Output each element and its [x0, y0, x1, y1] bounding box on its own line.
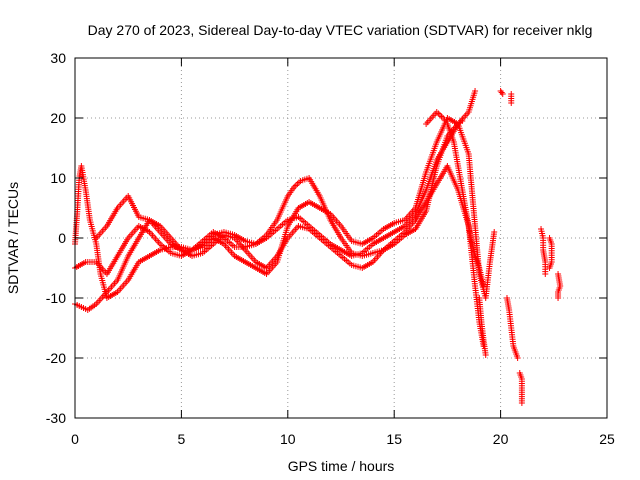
data-point	[438, 113, 445, 120]
x-tick-label: 20	[493, 431, 509, 447]
y-tick-label: -30	[46, 410, 66, 426]
series-track-12	[546, 235, 555, 271]
data-point	[514, 355, 521, 361]
data-point	[498, 89, 505, 96]
data-point	[482, 352, 489, 358]
series-track-13	[555, 271, 564, 301]
data-point	[491, 229, 498, 235]
data-points	[72, 88, 564, 406]
y-tick-label: 10	[50, 170, 66, 186]
y-tick-label: 30	[50, 50, 66, 66]
data-point	[472, 88, 479, 94]
series-track-6	[476, 295, 489, 358]
data-point	[508, 100, 515, 106]
y-axis-label: SDTVAR / TECUs	[5, 182, 21, 294]
y-tick-label: 20	[50, 110, 66, 126]
axis-ticks	[74, 57, 608, 419]
series-track-8	[508, 91, 515, 106]
series-track-10	[516, 370, 525, 406]
data-point	[555, 295, 562, 301]
series-track-11	[538, 226, 549, 277]
series-track-3	[72, 88, 479, 301]
x-tick-label: 0	[71, 431, 79, 447]
series-track-4	[93, 115, 498, 301]
data-point	[436, 112, 443, 118]
data-point	[292, 182, 299, 189]
series-track-9	[503, 295, 521, 361]
data-point	[294, 181, 301, 187]
series-track-5	[423, 109, 487, 289]
data-point	[499, 91, 506, 97]
y-tick-label: -20	[46, 350, 66, 366]
data-point	[542, 271, 549, 277]
x-tick-labels: 0 5 10 15 20 25	[71, 431, 615, 447]
y-tick-label: 0	[58, 230, 66, 246]
y-tick-labels: -30 -20 -10 0 10 20 30	[46, 50, 66, 426]
chart-title: Day 270 of 2023, Sidereal Day-to-day VTE…	[88, 22, 593, 38]
x-axis-label: GPS time / hours	[288, 458, 395, 474]
x-tick-label: 15	[386, 431, 402, 447]
x-tick-label: 10	[280, 431, 296, 447]
series-track-7	[497, 88, 506, 97]
x-tick-label: 5	[178, 431, 186, 447]
y-tick-label: -10	[46, 290, 66, 306]
x-tick-label: 25	[599, 431, 615, 447]
data-point	[480, 283, 487, 289]
data-point	[518, 400, 525, 406]
data-point	[546, 265, 553, 271]
